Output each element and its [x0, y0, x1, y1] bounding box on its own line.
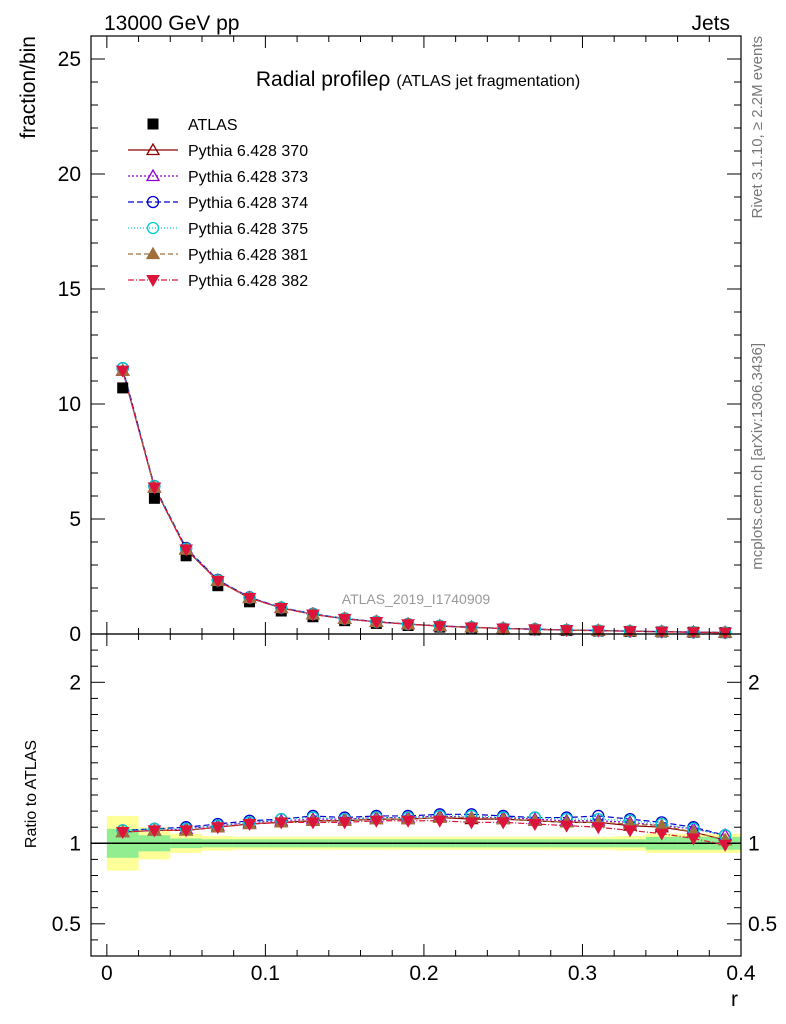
series-marker — [242, 592, 257, 605]
series-marker — [274, 603, 289, 616]
series-marker — [432, 621, 447, 634]
legend-marker — [145, 142, 161, 156]
rivet-label: Rivet 3.1.10, ≥ 2.2M events — [749, 36, 766, 219]
ratio-frame — [90, 633, 742, 957]
series-marker — [591, 625, 606, 638]
legend-marker — [146, 195, 160, 209]
ratio-y-tick-label: 2 — [69, 671, 81, 694]
ratio-y-tick-label-right: 2 — [748, 671, 760, 694]
legend-label: Pythia 6.428 382 — [188, 273, 308, 290]
series-marker — [337, 613, 352, 626]
legend-marker — [145, 168, 161, 182]
header-left: 13000 GeV pp — [104, 12, 239, 35]
legend-label: Pythia 6.428 381 — [188, 247, 308, 264]
ratio-series-marker — [369, 815, 384, 828]
mcplots-label: mcplots.cern.ch [arXiv:1306.3436] — [749, 343, 766, 570]
ratio-series-marker — [623, 825, 637, 838]
series-marker — [528, 624, 542, 637]
series-marker — [654, 626, 669, 639]
ratio-series-marker — [591, 822, 606, 835]
x-tick-label: 0.2 — [409, 962, 438, 985]
series-marker — [306, 609, 320, 622]
series-marker — [464, 622, 479, 635]
ratio-series-marker — [528, 818, 542, 831]
y-tick-label: 20 — [58, 163, 81, 186]
chart-title-main: Radial profileρ — [256, 68, 391, 91]
main-panel — [115, 362, 733, 640]
series-marker — [686, 627, 701, 640]
ratio-series-marker — [496, 817, 511, 830]
y-tick-label: 15 — [58, 278, 81, 301]
chart-title: Radial profileρ (ATLAS jet fragmentation) — [256, 68, 580, 91]
x-tick-label: 0.1 — [251, 962, 280, 985]
chart-subtitle: (ATLAS jet fragmentation) — [396, 73, 580, 90]
x-tick-label: 0.4 — [726, 962, 756, 985]
y-tick-label: 10 — [58, 393, 81, 416]
x-tick-label: 0.3 — [568, 962, 597, 985]
ratio-y-tick-label-right: 0.5 — [748, 913, 777, 936]
legend-label: Pythia 6.428 374 — [188, 195, 308, 212]
ratio-series-marker — [432, 815, 447, 828]
ratio-series-marker — [179, 825, 193, 838]
series-marker — [401, 619, 415, 632]
series-marker — [369, 616, 384, 629]
ratio-y-axis-label: Ratio to ATLAS — [23, 740, 40, 848]
data-point — [148, 492, 160, 504]
watermark: ATLAS_2019_I1740909 — [342, 591, 491, 607]
header-right: Jets — [691, 12, 730, 35]
ratio-series-marker — [306, 817, 320, 830]
data-point — [117, 382, 129, 394]
ratio-series-marker — [147, 825, 162, 838]
ratio-panel — [91, 808, 741, 871]
series-marker — [147, 482, 162, 495]
legend-marker — [146, 275, 160, 288]
ratio-series-marker — [115, 827, 130, 840]
legend-marker — [145, 246, 161, 260]
ratio-series-marker — [654, 828, 669, 841]
ratio-y-tick-label: 1 — [69, 832, 81, 855]
series-marker — [115, 365, 130, 378]
series-marker — [496, 623, 511, 636]
legend-marker — [147, 118, 159, 130]
ratio-series-marker — [559, 820, 574, 833]
series-marker — [623, 626, 637, 639]
ratio-series-marker — [686, 833, 701, 846]
series-marker — [718, 627, 733, 640]
ratio-series-marker — [242, 818, 257, 831]
legend-label: Pythia 6.428 370 — [188, 143, 308, 160]
ratio-series-marker — [464, 817, 479, 830]
y-tick-label: 5 — [69, 508, 81, 531]
y-axis-label: fraction/bin — [17, 36, 40, 139]
legend: ATLAS Pythia 6.428 370 Pythia 6.428 373 Pyt… — [128, 117, 308, 290]
x-tick-label: 0 — [101, 962, 113, 985]
ratio-series-marker — [210, 822, 225, 835]
legend-label: Pythia 6.428 373 — [188, 169, 308, 186]
ratio-series-marker — [401, 815, 415, 828]
series-marker — [559, 625, 574, 638]
ratio-y-tick-label-right: 1 — [748, 832, 760, 855]
y-tick-label: 25 — [58, 48, 81, 71]
ratio-y-tick-label: 0.5 — [52, 913, 81, 936]
series-marker — [179, 544, 193, 557]
ratio-series-marker — [337, 817, 352, 830]
y-tick-label: 0 — [69, 623, 81, 646]
ratio-series-marker — [274, 817, 289, 830]
legend-label: Pythia 6.428 375 — [188, 221, 308, 238]
legend-label: ATLAS — [188, 117, 238, 134]
series-marker — [210, 575, 225, 588]
legend-marker — [146, 221, 160, 235]
axes: 0 0.1 0.2 0.3 0.4 0 5 10 15 20 25 0.5 0.5 1 1 2 2 — [52, 35, 777, 985]
x-axis-label: r — [731, 988, 738, 1011]
